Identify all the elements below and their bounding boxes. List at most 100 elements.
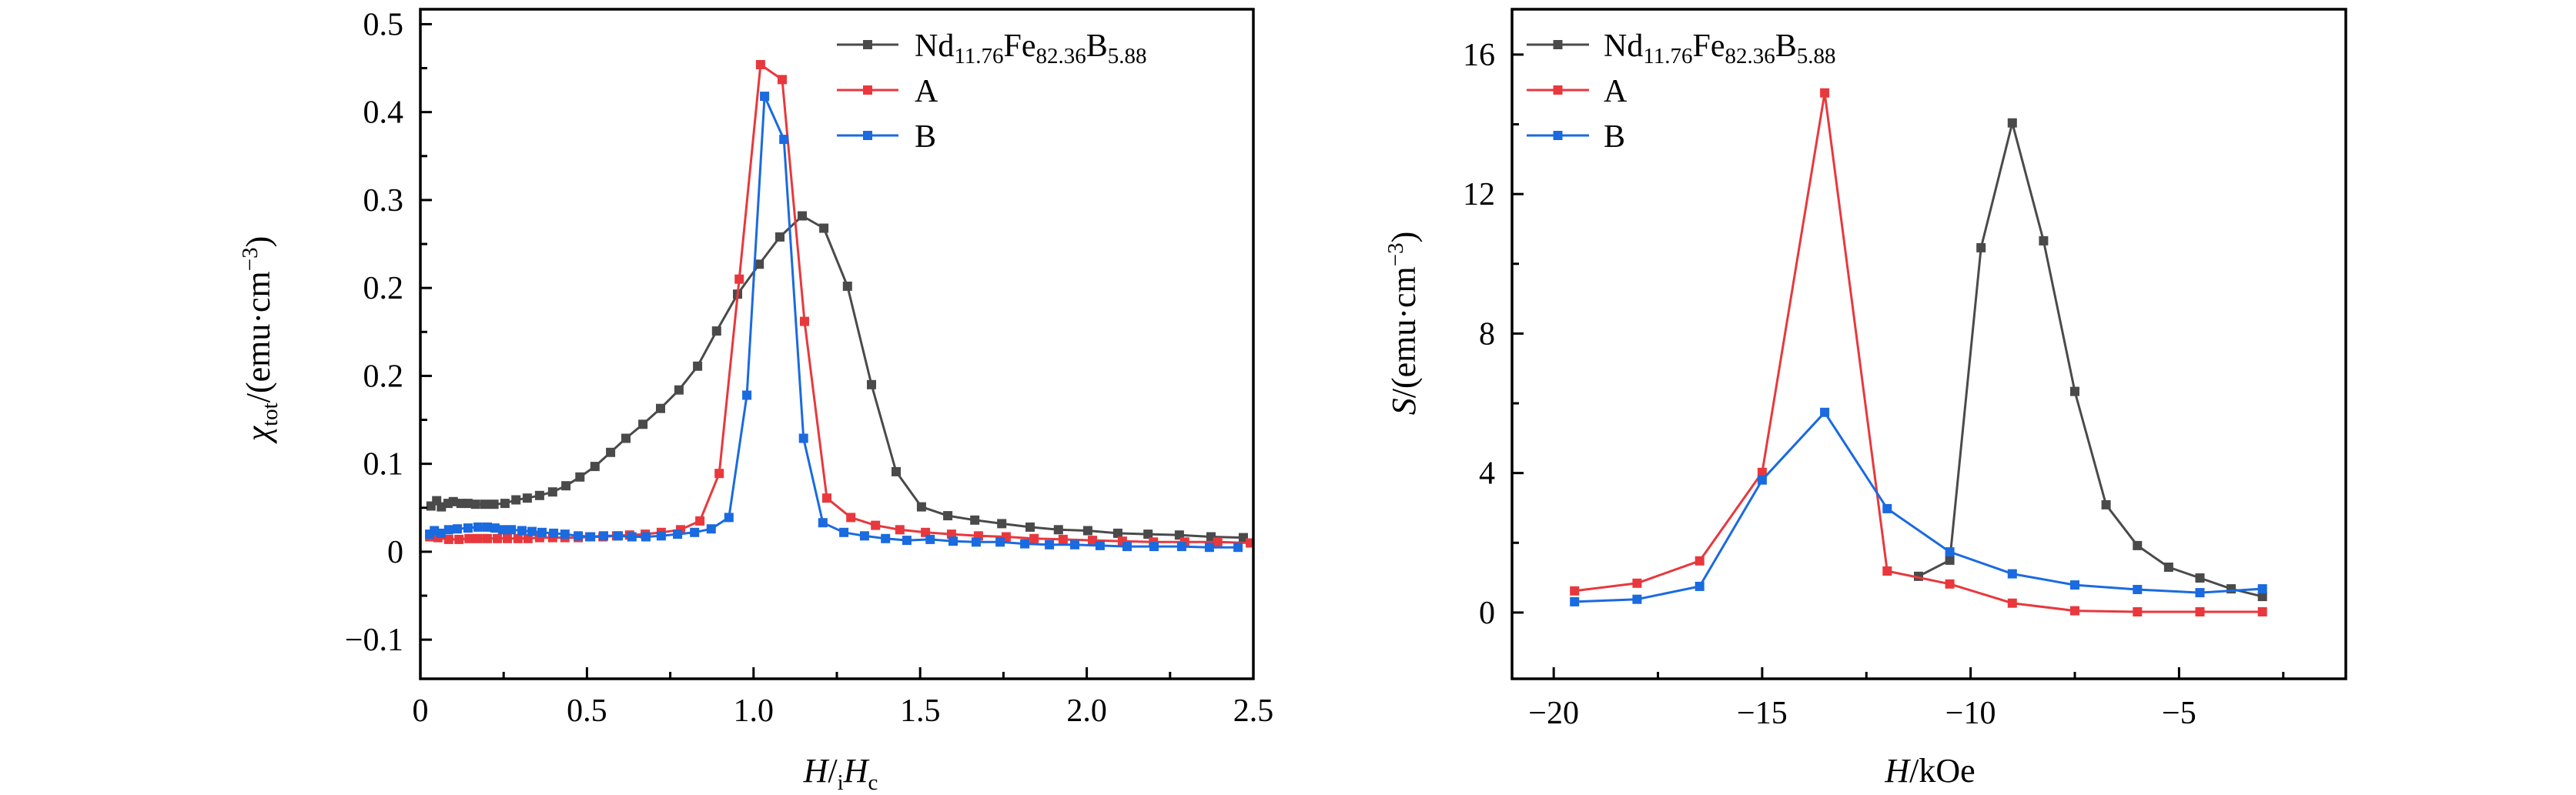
chart-susceptibility: 0 0.5 1.0 1.5 2.0 2.5 0.5 0.4 0.3 0.2 0.2 0.1 0 −0.1 H… (238, 7, 1273, 795)
x-axis-title-slash: / (1909, 752, 1919, 790)
data-point (970, 515, 980, 525)
data-point (800, 316, 809, 326)
data-point (490, 523, 500, 533)
legend-label-text: B (1086, 28, 1108, 64)
x-tick-label: −15 (1737, 696, 1788, 731)
data-point (839, 527, 849, 537)
data-point (892, 466, 901, 476)
data-point (946, 529, 956, 539)
data-point (754, 259, 764, 269)
data-point (513, 533, 523, 543)
x-tick-label: 2.0 (1066, 693, 1107, 729)
legend-label-subscript: 5.88 (1108, 44, 1147, 68)
data-point (448, 496, 458, 506)
y-tick-label: 0.5 (363, 7, 404, 42)
legend-label-subscript: 82.36 (1036, 44, 1086, 68)
data-point (2039, 235, 2049, 246)
y-axis-title-exponent: −3 (238, 247, 263, 271)
data-point (706, 524, 716, 534)
data-point (755, 60, 765, 69)
x-tick-label: 2.5 (1233, 693, 1274, 729)
data-point (798, 433, 808, 443)
data-point (1149, 542, 1159, 552)
data-point (842, 281, 852, 291)
x-axis-title-symbol2: H (843, 752, 870, 790)
legend-marker (863, 40, 872, 49)
data-point (1204, 543, 1214, 553)
data-point (497, 525, 507, 535)
legend-item: Nd11.76Fe82.36B5.88 (837, 28, 1147, 68)
data-point (1882, 503, 1892, 513)
y-tick-label: 0 (1479, 596, 1495, 631)
data-point (1233, 543, 1243, 553)
legend-label-text: Nd (1604, 28, 1643, 64)
data-point (456, 499, 466, 509)
y-tick-label: 12 (1463, 177, 1495, 212)
data-point (606, 447, 616, 457)
data-point (859, 531, 869, 541)
x-tick-label: −20 (1528, 696, 1579, 731)
data-point (674, 385, 684, 395)
legend-label-subscript: 5.88 (1797, 44, 1836, 68)
data-point (511, 495, 521, 505)
data-point (902, 536, 912, 546)
data-point (714, 469, 724, 479)
data-point (867, 379, 876, 389)
data-point (1945, 555, 1955, 565)
plot-area (1570, 88, 2267, 616)
y-axis-title-symbol: S (1385, 398, 1423, 415)
data-point (1945, 579, 1955, 589)
data-point (2070, 580, 2079, 590)
data-point (561, 481, 571, 491)
data-point (483, 522, 492, 532)
x-axis-title-sub-prefix: i (838, 770, 844, 795)
data-point (522, 493, 532, 503)
data-point (1820, 88, 1830, 98)
data-point (1694, 556, 1705, 566)
data-point (586, 532, 596, 542)
data-point (1088, 536, 1097, 546)
data-point (621, 433, 631, 443)
legend-label: Nd11.76Fe82.36B5.88 (1604, 28, 1836, 68)
data-point (527, 526, 537, 536)
data-point (2195, 573, 2205, 583)
series-line (1574, 92, 2263, 613)
x-tick-label: 0.5 (567, 693, 607, 729)
data-point (1570, 596, 1580, 606)
data-point (638, 419, 648, 429)
y-axis-title-close: ) (1385, 232, 1423, 243)
data-point (1757, 475, 1767, 485)
y-tick-label: −0.1 (345, 623, 403, 658)
data-point (734, 274, 744, 284)
data-point (1246, 538, 1253, 548)
data-point (2195, 588, 2205, 598)
y-tick-label: 4 (1479, 456, 1495, 492)
data-point (1976, 242, 1986, 252)
legend-label-text: B (1604, 119, 1625, 155)
data-point (895, 525, 905, 535)
x-tick-label: −10 (1945, 696, 1996, 731)
data-point (1882, 566, 1892, 576)
legend-label: A (915, 74, 938, 109)
data-point (673, 529, 683, 539)
chart-switching-field-distribution: −20 −15 −10 −5 16 12 8 4 0 H/kOe S/(emu·cm−3) Nd11.… (1383, 8, 2347, 790)
data-point (995, 537, 1005, 547)
data-point (1053, 525, 1063, 535)
x-axis-title-symbol: H (1884, 752, 1911, 790)
y-tick-label: 0.3 (363, 183, 404, 219)
data-point (560, 529, 570, 539)
data-point (599, 531, 608, 541)
data-point (614, 531, 624, 541)
series-ndfeb (1914, 118, 2267, 602)
data-point (627, 532, 637, 542)
data-point (537, 527, 547, 537)
data-point (2133, 540, 2143, 550)
legend-label: Nd11.76Fe82.36B5.88 (915, 28, 1147, 68)
data-point (2101, 499, 2111, 509)
series-line (1918, 122, 2263, 598)
data-point (574, 531, 584, 541)
x-tick-label: 1.0 (734, 693, 774, 729)
data-point (1694, 581, 1705, 591)
data-point (1820, 407, 1830, 417)
